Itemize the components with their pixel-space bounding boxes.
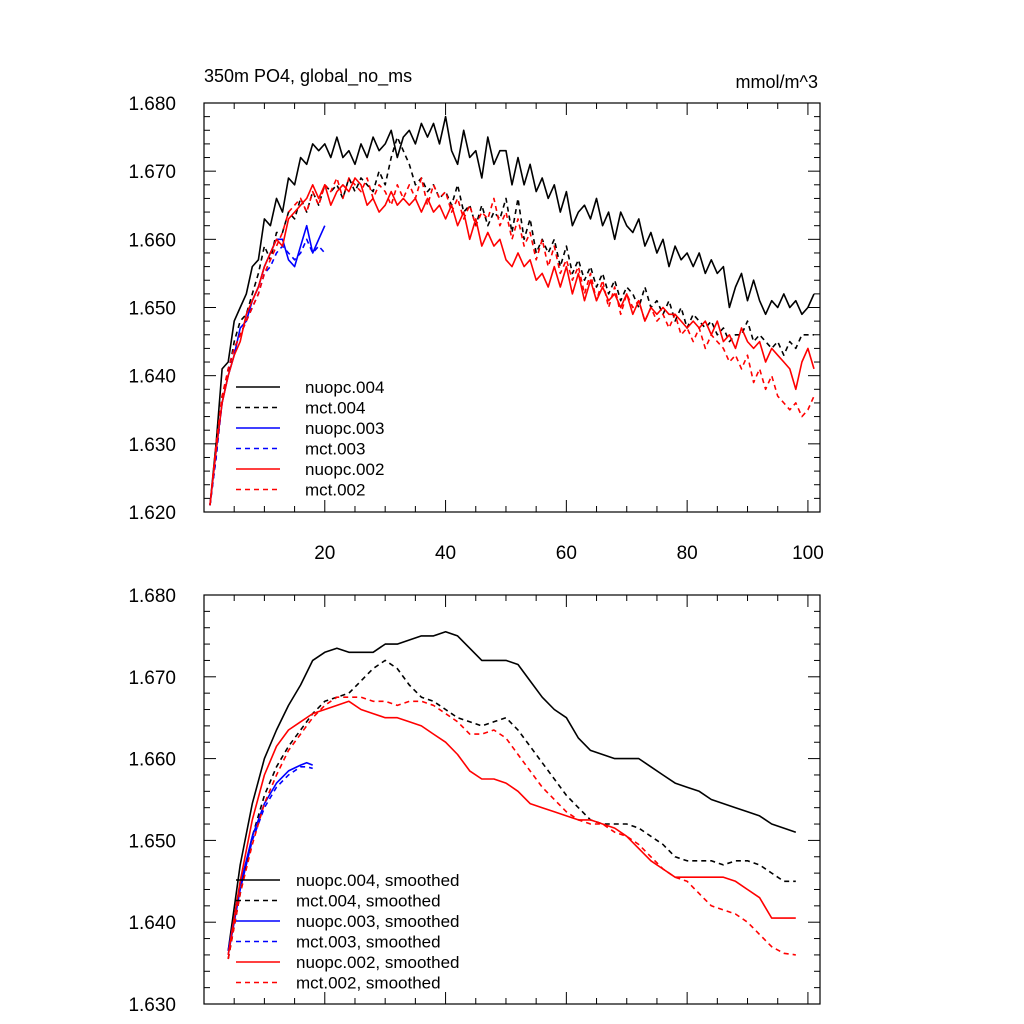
series-line-nuopc-004 [209, 115, 815, 506]
y-tick-label: 1.680 [128, 586, 176, 607]
series-line-mct-004 [209, 136, 814, 506]
y-tick-label: 1.620 [128, 503, 176, 524]
legend-label: nuopc.002, smoothed [296, 953, 460, 972]
series-line-mct-003-smoothed [227, 765, 313, 956]
y-tick-label: 1.630 [128, 995, 176, 1016]
series-line-mct-002-smoothed [227, 696, 796, 960]
legend-label: nuopc.003, smoothed [296, 912, 460, 931]
units-label: mmol/m^3 [736, 72, 818, 92]
plot-frame [203, 594, 821, 1005]
y-tick-label: 1.650 [128, 299, 176, 320]
y-tick-label: 1.670 [128, 668, 176, 689]
series-line-mct-004-smoothed [227, 659, 796, 960]
x-tick-label: 40 [435, 543, 456, 564]
x-tick-label: 100 [792, 543, 824, 564]
x-tick-label: 80 [677, 543, 698, 564]
x-tick-label: 20 [314, 543, 335, 564]
y-tick-label: 1.640 [128, 913, 176, 934]
series-line-nuopc-003-smoothed [227, 761, 313, 951]
legend-label: mct.003, smoothed [296, 933, 441, 952]
legend-label: mct.003 [305, 440, 365, 459]
y-tick-label: 1.640 [128, 367, 176, 388]
y-tick-label: 1.660 [128, 750, 176, 771]
series-line-nuopc-004-smoothed [227, 630, 797, 951]
y-tick-label: 1.650 [128, 831, 176, 852]
y-tick-label: 1.670 [128, 162, 176, 183]
series-line-nuopc-002-smoothed [227, 700, 796, 956]
plot-frame [203, 102, 821, 513]
raw-panel: 1.620 1.630 1.640 1.650 1.660 1.670 1.680 20 40 6… [128, 94, 823, 564]
x-tick-label: 60 [556, 543, 577, 564]
smoothed-panel: 1.630 1.640 1.650 1.660 1.670 1.680 nuopc.004,… [128, 586, 821, 1016]
series-line-mct-003 [209, 238, 326, 506]
y-tick-label: 1.680 [128, 94, 176, 115]
series-line-mct-002 [209, 177, 815, 506]
legend-label: mct.002 [305, 481, 365, 500]
legend-label: nuopc.004 [305, 378, 384, 397]
y-tick-label: 1.660 [128, 230, 176, 251]
legend-label: nuopc.004, smoothed [296, 871, 460, 890]
legend-label: mct.004, smoothed [296, 892, 441, 911]
legend-label: nuopc.002 [305, 460, 384, 479]
legend-label: nuopc.003 [305, 419, 384, 438]
legend-label: mct.004 [305, 399, 365, 418]
legend-label: mct.002, smoothed [296, 974, 441, 993]
y-tick-label: 1.630 [128, 435, 176, 456]
chart-title: 350m PO4, global_no_ms [204, 66, 412, 87]
series-line-nuopc-002 [209, 177, 815, 506]
